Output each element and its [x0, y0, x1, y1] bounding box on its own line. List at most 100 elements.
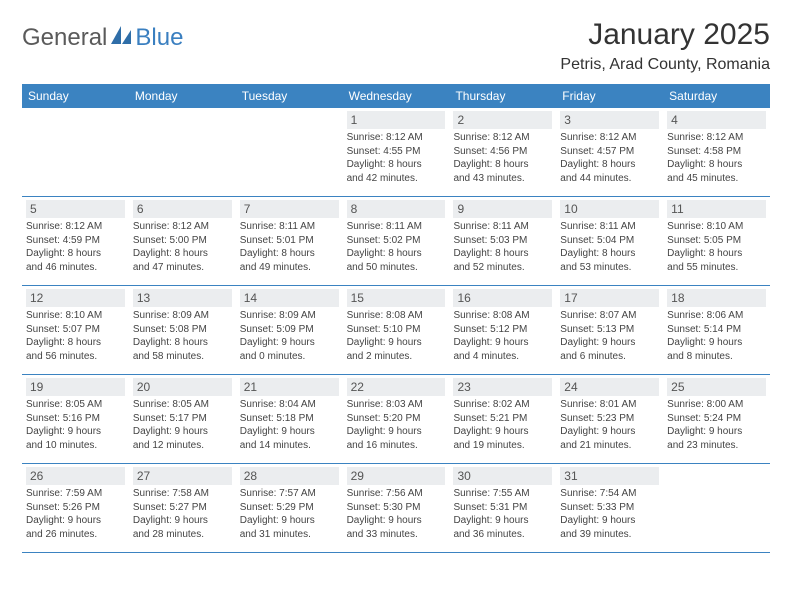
weekday-header-row: Sunday Monday Tuesday Wednesday Thursday…	[22, 84, 770, 108]
day-detail: Sunset: 5:04 PM	[560, 234, 659, 248]
day-detail: Daylight: 9 hours	[240, 425, 339, 439]
day-detail: Sunrise: 8:06 AM	[667, 309, 766, 323]
day-detail: Daylight: 9 hours	[133, 514, 232, 528]
day-detail: and 46 minutes.	[26, 261, 125, 275]
day-detail: Sunset: 5:07 PM	[26, 323, 125, 337]
day-detail: and 26 minutes.	[26, 528, 125, 542]
weekday-header: Wednesday	[343, 84, 450, 108]
day-detail: Sunset: 5:14 PM	[667, 323, 766, 337]
day-detail: Sunset: 4:57 PM	[560, 145, 659, 159]
day-detail: Sunrise: 8:10 AM	[667, 220, 766, 234]
day-detail: Sunrise: 8:12 AM	[26, 220, 125, 234]
day-detail: and 4 minutes.	[453, 350, 552, 364]
day-detail: Daylight: 9 hours	[240, 514, 339, 528]
day-cell: 9Sunrise: 8:11 AMSunset: 5:03 PMDaylight…	[449, 197, 556, 285]
day-detail: and 12 minutes.	[133, 439, 232, 453]
day-detail: Daylight: 9 hours	[560, 425, 659, 439]
day-detail: Daylight: 8 hours	[560, 158, 659, 172]
header: General Blue January 2025 Petris, Arad C…	[22, 18, 770, 74]
weekday-header: Thursday	[449, 84, 556, 108]
weekday-header: Tuesday	[236, 84, 343, 108]
day-detail: Daylight: 8 hours	[667, 247, 766, 261]
day-detail: and 2 minutes.	[347, 350, 446, 364]
day-detail: Daylight: 8 hours	[347, 158, 446, 172]
day-detail: Sunrise: 8:03 AM	[347, 398, 446, 412]
day-detail: Sunset: 5:23 PM	[560, 412, 659, 426]
day-detail: and 47 minutes.	[133, 261, 232, 275]
day-detail: Daylight: 9 hours	[667, 336, 766, 350]
week-row: 19Sunrise: 8:05 AMSunset: 5:16 PMDayligh…	[22, 375, 770, 464]
day-detail: Sunset: 5:10 PM	[347, 323, 446, 337]
day-detail: and 43 minutes.	[453, 172, 552, 186]
day-detail: Daylight: 8 hours	[453, 158, 552, 172]
day-detail: Sunrise: 7:57 AM	[240, 487, 339, 501]
day-detail: Sunrise: 8:07 AM	[560, 309, 659, 323]
day-number: 22	[347, 378, 446, 396]
day-cell: 31Sunrise: 7:54 AMSunset: 5:33 PMDayligh…	[556, 464, 663, 552]
day-cell: 20Sunrise: 8:05 AMSunset: 5:17 PMDayligh…	[129, 375, 236, 463]
day-cell: 26Sunrise: 7:59 AMSunset: 5:26 PMDayligh…	[22, 464, 129, 552]
day-number: 14	[240, 289, 339, 307]
day-detail: Sunrise: 8:10 AM	[26, 309, 125, 323]
day-number: 12	[26, 289, 125, 307]
day-number: 5	[26, 200, 125, 218]
day-detail: and 8 minutes.	[667, 350, 766, 364]
day-detail: and 42 minutes.	[347, 172, 446, 186]
day-detail: Sunset: 5:26 PM	[26, 501, 125, 515]
day-number: 16	[453, 289, 552, 307]
day-detail: Sunrise: 8:12 AM	[133, 220, 232, 234]
day-detail: Sunset: 5:30 PM	[347, 501, 446, 515]
day-detail: Sunset: 5:00 PM	[133, 234, 232, 248]
day-detail: Sunset: 5:21 PM	[453, 412, 552, 426]
day-cell: 13Sunrise: 8:09 AMSunset: 5:08 PMDayligh…	[129, 286, 236, 374]
day-cell	[236, 108, 343, 196]
day-number: 7	[240, 200, 339, 218]
day-number: 31	[560, 467, 659, 485]
week-row: 12 Sunrise: 8:10 AMSunset: 5:07 PM Dayligh…	[22, 286, 770, 375]
day-cell: 2Sunrise: 8:12 AMSunset: 4:56 PMDaylight…	[449, 108, 556, 196]
day-number: 26	[26, 467, 125, 485]
day-detail: Sunset: 5:03 PM	[453, 234, 552, 248]
day-detail: Sunrise: 8:08 AM	[453, 309, 552, 323]
day-detail: Sunrise: 7:59 AM	[26, 487, 125, 501]
day-detail: Daylight: 9 hours	[26, 425, 125, 439]
day-detail: Sunrise: 8:09 AM	[240, 309, 339, 323]
day-detail: Daylight: 8 hours	[133, 336, 232, 350]
day-detail: Daylight: 9 hours	[453, 336, 552, 350]
day-number: 20	[133, 378, 232, 396]
day-number: 15	[347, 289, 446, 307]
week-row: 1Sunrise: 8:12 AMSunset: 4:55 PMDaylight…	[22, 108, 770, 197]
day-number: 6	[133, 200, 232, 218]
day-detail: Daylight: 8 hours	[240, 247, 339, 261]
logo-text-general: General	[22, 24, 107, 52]
day-detail: Sunrise: 8:11 AM	[453, 220, 552, 234]
day-detail: Sunrise: 8:12 AM	[667, 131, 766, 145]
day-number: 21	[240, 378, 339, 396]
day-cell: 14Sunrise: 8:09 AMSunset: 5:09 PMDayligh…	[236, 286, 343, 374]
day-detail: Daylight: 8 hours	[667, 158, 766, 172]
day-number: 25	[667, 378, 766, 396]
week-row: 26 Sunrise: 7:59 AMSunset: 5:26 PM Dayligh…	[22, 464, 770, 553]
day-detail: and 55 minutes.	[667, 261, 766, 275]
week-row: 5Sunrise: 8:12 AMSunset: 4:59 PMDaylight…	[22, 197, 770, 286]
day-detail: Sunrise: 8:12 AM	[347, 131, 446, 145]
weekday-header: Monday	[129, 84, 236, 108]
day-cell: 12Sunrise: 8:10 AMSunset: 5:07 PMDayligh…	[22, 286, 129, 374]
day-number: 30	[453, 467, 552, 485]
day-detail: Sunrise: 7:58 AM	[133, 487, 232, 501]
day-detail: Daylight: 8 hours	[26, 247, 125, 261]
day-detail: Sunset: 4:59 PM	[26, 234, 125, 248]
day-detail: Sunset: 5:08 PM	[133, 323, 232, 337]
day-cell: 29Sunrise: 7:56 AMSunset: 5:30 PMDayligh…	[343, 464, 450, 552]
day-cell: 27Sunrise: 7:58 AMSunset: 5:27 PMDayligh…	[129, 464, 236, 552]
day-detail: Sunrise: 8:04 AM	[240, 398, 339, 412]
day-cell: 23Sunrise: 8:02 AMSunset: 5:21 PMDayligh…	[449, 375, 556, 463]
day-detail: Sunset: 5:24 PM	[667, 412, 766, 426]
day-detail: Sunrise: 8:05 AM	[26, 398, 125, 412]
location: Petris, Arad County, Romania	[560, 56, 770, 74]
day-detail: and 50 minutes.	[347, 261, 446, 275]
day-number: 17	[560, 289, 659, 307]
day-cell: 25Sunrise: 8:00 AMSunset: 5:24 PMDayligh…	[663, 375, 770, 463]
day-detail: Sunset: 5:05 PM	[667, 234, 766, 248]
day-number: 1	[347, 111, 446, 129]
